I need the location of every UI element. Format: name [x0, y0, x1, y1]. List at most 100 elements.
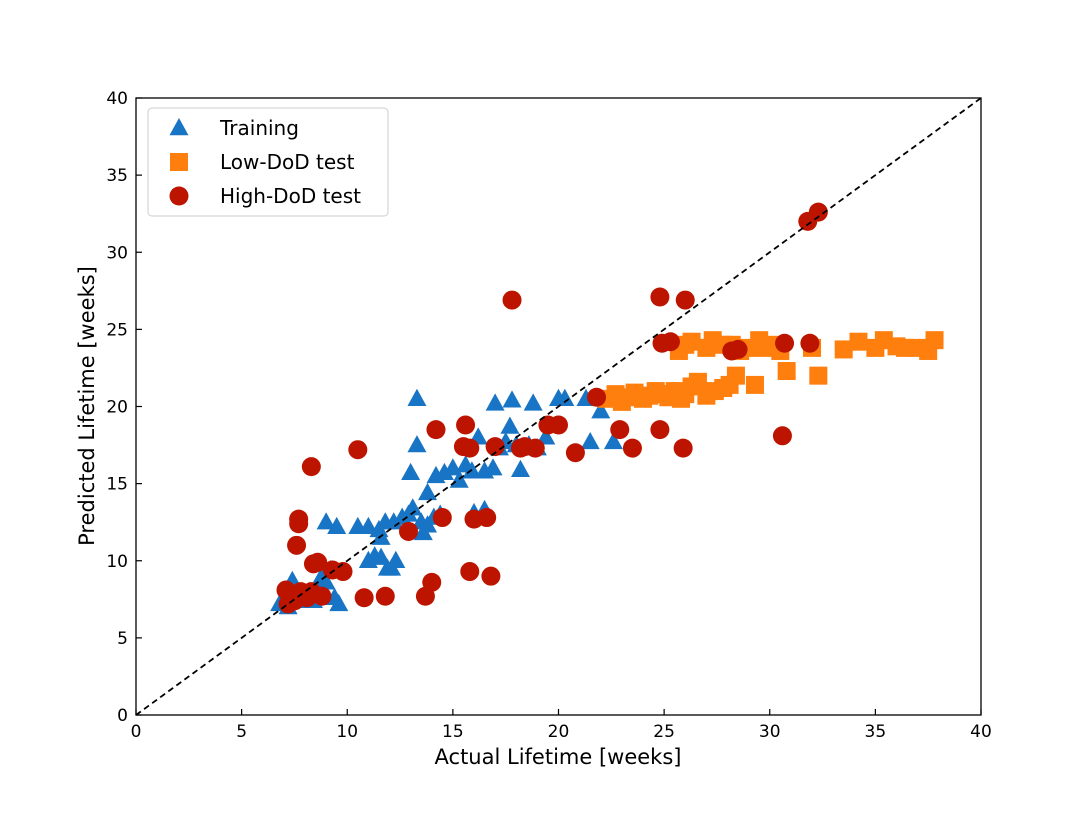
high-dod-test-point-45	[673, 438, 693, 458]
high-dod-test-point-38	[587, 387, 607, 407]
reference-line-y-equals-x	[135, 97, 982, 716]
training-point-36	[401, 462, 421, 481]
training-point-51	[500, 416, 520, 434]
high-dod-test-point-34	[525, 438, 545, 458]
low-dod-test-point-19	[726, 366, 745, 385]
training-point-38	[413, 522, 433, 541]
y-tick-label-40: 40	[106, 89, 128, 109]
high-dod-test-point-11	[308, 552, 328, 572]
high-dod-test-point-39	[610, 420, 630, 440]
y-tick-label-5: 5	[117, 629, 128, 649]
high-dod-test-point-18	[399, 521, 419, 541]
high-dod-test-point-21	[426, 420, 446, 440]
training-point-16	[327, 516, 347, 535]
high-dod-test-point-15	[348, 440, 368, 460]
reference-line-layer	[135, 97, 982, 716]
y-tick-label-25: 25	[106, 320, 128, 340]
y-axis-ticks: 0 5 10 15 20 25 30 35 40	[106, 89, 142, 726]
legend-label-low-dod-test: Low-DoD test	[220, 150, 355, 174]
training-point-66	[603, 431, 623, 450]
x-tick-label-0: 0	[131, 722, 142, 742]
x-tick-label-15: 15	[442, 722, 464, 742]
high-dod-test-point-50	[775, 333, 795, 353]
high-dod-test-point-29	[481, 566, 501, 586]
training-point-62	[555, 388, 575, 406]
x-tick-label-35: 35	[865, 722, 887, 742]
x-tick-label-25: 25	[653, 722, 675, 742]
high-dod-test-point-40	[622, 438, 642, 458]
low-dod-test-point-36	[809, 366, 828, 385]
low-dod-test-point-45	[925, 331, 944, 350]
training-point-31	[371, 547, 391, 565]
low-dod-test-point-34	[777, 362, 796, 381]
y-tick-label-35: 35	[106, 166, 128, 186]
x-tick-label-10: 10	[336, 722, 358, 742]
y-tick-label-15: 15	[106, 475, 128, 495]
high-dod-test-point-12	[312, 586, 332, 606]
high-dod-test-point-37	[565, 443, 585, 463]
x-tick-label-30: 30	[759, 722, 781, 742]
high-dod-test-point-53	[808, 202, 828, 222]
high-dod-test-point-20	[422, 572, 442, 592]
high-dod-test-point-52	[800, 333, 820, 353]
x-axis-ticks: 0 5 10 15 20 25 30 35 40	[131, 709, 992, 742]
x-tick-label-5: 5	[236, 722, 247, 742]
data-markers	[270, 202, 944, 615]
high-dod-test-point-4	[289, 514, 309, 534]
training-point-41	[434, 462, 454, 481]
training-point-21	[384, 512, 404, 530]
y-tick-label-30: 30	[106, 243, 128, 263]
training-point-37	[407, 435, 427, 453]
training-point-53	[510, 459, 530, 477]
low-dod-test-point-37	[834, 340, 853, 359]
high-dod-test-point-16	[354, 588, 374, 608]
y-axis-label: Predicted Lifetime [weeks]	[75, 266, 99, 546]
high-dod-test-point-28	[477, 508, 497, 528]
training-point-60	[523, 393, 543, 411]
training-point-65	[591, 401, 611, 419]
training-point-57	[407, 388, 427, 406]
high-dod-test-point-31	[502, 290, 522, 310]
training-point-48	[483, 458, 503, 476]
legend-label-training: Training	[219, 116, 299, 140]
legend-label-high-dod-test: High-DoD test	[220, 184, 361, 208]
training-point-24	[403, 498, 423, 516]
x-axis-label: Actual Lifetime [weeks]	[435, 745, 682, 769]
x-tick-label-20: 20	[548, 722, 570, 742]
low-dod-test-point-23	[682, 332, 701, 351]
high-dod-test-point-26	[460, 438, 480, 458]
high-dod-test-point-48	[728, 339, 748, 359]
training-point-58	[485, 393, 505, 411]
training-point-14	[329, 593, 349, 612]
high-dod-test-point-30	[485, 437, 505, 457]
low-dod-test-point-20	[745, 375, 764, 394]
high-dod-test-point-5	[287, 535, 307, 555]
legend-marker-low-dod-test	[170, 153, 188, 171]
high-dod-test-point-22	[432, 508, 452, 528]
y-tick-label-20: 20	[106, 398, 128, 418]
high-dod-test-point-24	[456, 415, 476, 435]
high-dod-test-point-17	[375, 586, 395, 606]
low-dod-test-point-14	[688, 372, 707, 391]
training-point-18	[358, 516, 378, 535]
high-dod-test-point-41	[650, 287, 670, 307]
high-dod-test-point-49	[772, 426, 792, 446]
training-point-59	[502, 390, 522, 408]
x-tick-label-40: 40	[970, 722, 992, 742]
legend-frame	[147, 107, 389, 217]
high-dod-test-point-25	[460, 562, 480, 582]
legend-marker-high-dod-test	[169, 186, 189, 206]
legend-marker-training	[169, 118, 189, 136]
y-tick-label-10: 10	[106, 552, 128, 572]
high-dod-test-point-44	[660, 332, 680, 352]
high-dod-test-point-36	[549, 415, 568, 435]
high-dod-test-point-42	[650, 420, 670, 440]
training-point-64	[580, 431, 600, 450]
high-dod-test-point-9	[301, 457, 321, 477]
training-point-15	[316, 512, 336, 530]
legend-entries: Training Low-DoD test High-DoD test	[169, 116, 361, 208]
training-point-56	[536, 427, 556, 445]
y-tick-label-0: 0	[117, 706, 128, 726]
low-dod-test-point-38	[849, 332, 868, 351]
